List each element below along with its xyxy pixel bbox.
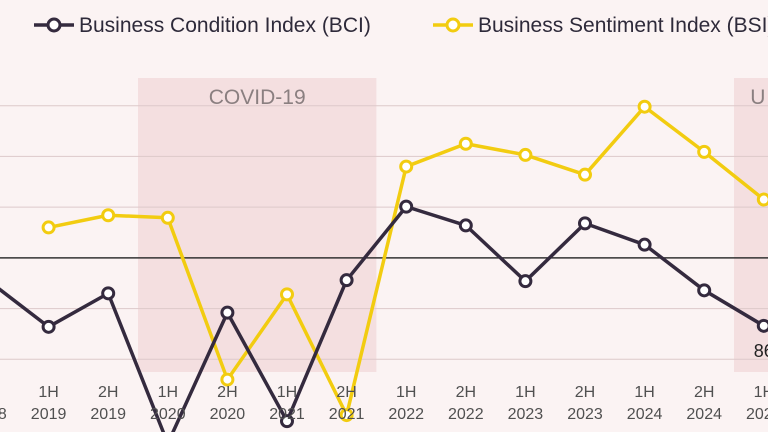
- legend-marker-1: [445, 17, 461, 33]
- x-tick-half-8: 2H: [456, 384, 476, 401]
- data-point-1-6: [339, 408, 354, 423]
- x-tick-half-7: 1H: [396, 384, 416, 401]
- data-point-1-7: [399, 159, 414, 174]
- x-tick-half-3: 1H: [158, 384, 178, 401]
- data-point-0-12: [697, 283, 712, 298]
- data-point-1-8: [458, 136, 473, 151]
- data-point-0-10: [578, 216, 592, 231]
- data-point-0-8: [458, 218, 473, 233]
- x-tick-half-4: 2H: [217, 384, 237, 401]
- x-tick-half-1: 1H: [38, 384, 58, 401]
- annotations: 86: [754, 341, 768, 361]
- data-point-0-5: [280, 414, 294, 429]
- data-point-1-3: [160, 210, 175, 225]
- series-line-0-0: [0, 204, 765, 432]
- x-tick-half-13: 1H: [754, 384, 768, 401]
- shaded-period-label-1: U: [750, 86, 765, 109]
- shaded-period-0: [138, 78, 377, 372]
- x-tick-year-9: 2023: [508, 406, 544, 423]
- shaded-period-label-0: COVID-19: [209, 86, 306, 109]
- x-tick-half-2: 2H: [98, 384, 118, 401]
- data-point-1-2: [101, 208, 116, 223]
- x-tick-half-5: 1H: [277, 384, 297, 401]
- x-tick-half-6: 2H: [336, 384, 356, 401]
- data-point-1-9: [518, 147, 533, 162]
- x-tick-half-9: 1H: [515, 384, 535, 401]
- data-point-1-12: [697, 144, 712, 159]
- x-tick-year-0: 2018: [0, 406, 7, 423]
- x-tick-year-5: 2021: [269, 406, 305, 423]
- data-point-0-7: [399, 199, 414, 214]
- x-tick-year-2: 2019: [90, 406, 126, 423]
- x-tick-half-11: 1H: [634, 384, 654, 401]
- data-point-0-6: [339, 273, 354, 288]
- legend: Business Condition Index (BCI) Business S…: [34, 14, 768, 37]
- data-point-0-13: [756, 318, 768, 333]
- x-tick-half-12: 2H: [694, 384, 714, 401]
- data-label-0: 86: [754, 341, 768, 361]
- shaded-periods: COVID-19 U: [138, 78, 768, 372]
- data-point-0-2: [101, 286, 116, 301]
- x-tick-year-3: 2020: [150, 406, 186, 423]
- data-point-1-10: [578, 167, 592, 182]
- x-tick-year-7: 2022: [388, 406, 424, 423]
- legend-label-1: Business Sentiment Index (BSI): [478, 14, 768, 37]
- data-point-1-11: [637, 99, 652, 114]
- data-point-1-4: [220, 372, 235, 387]
- x-axis-ticks: 2H 2018 1H 2019 2H 2019 1H 2020 2H 2020 1H 2021 2H 20…: [0, 384, 768, 423]
- data-point-1-13: [756, 192, 768, 207]
- legend-label-0: Business Condition Index (BCI): [79, 14, 371, 37]
- data-point-0-4: [220, 305, 235, 320]
- x-tick-year-12: 2024: [686, 406, 722, 423]
- x-tick-year-6: 2021: [329, 406, 365, 423]
- x-tick-half-10: 2H: [575, 384, 595, 401]
- x-tick-year-13: 2025: [746, 406, 768, 423]
- data-point-0-1: [41, 319, 56, 334]
- x-tick-year-10: 2023: [567, 406, 603, 423]
- data-point-0-9: [518, 274, 533, 289]
- legend-marker-0: [46, 17, 62, 33]
- x-tick-year-4: 2020: [210, 406, 246, 423]
- data-point-1-5: [280, 287, 294, 302]
- series-points: [41, 99, 768, 429]
- x-tick-year-8: 2022: [448, 406, 484, 423]
- data-point-1-1: [41, 220, 56, 235]
- x-tick-year-11: 2024: [627, 406, 663, 423]
- x-tick-year-1: 2019: [31, 406, 67, 423]
- data-point-0-11: [637, 237, 652, 252]
